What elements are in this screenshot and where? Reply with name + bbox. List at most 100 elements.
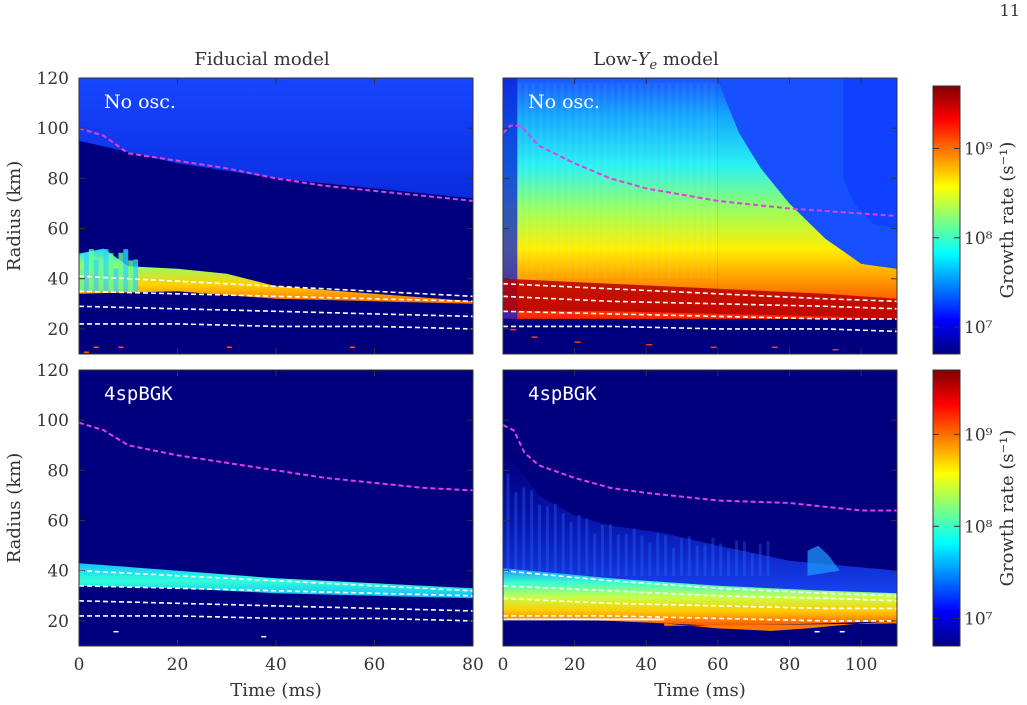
band-spike bbox=[79, 268, 84, 292]
white-contour-1 bbox=[79, 290, 473, 303]
stripe bbox=[585, 518, 589, 576]
white-contour-2 bbox=[79, 600, 473, 612]
magenta-contour bbox=[79, 127, 473, 202]
colorbar-tick-label: 10⁸ bbox=[964, 517, 993, 537]
heatmap-top-left bbox=[79, 78, 473, 354]
stripe bbox=[696, 83, 700, 279]
stripe bbox=[766, 540, 770, 576]
noise-speck bbox=[646, 343, 653, 346]
white-edge bbox=[503, 618, 665, 621]
stripe bbox=[524, 83, 529, 279]
colorbar-tick-label: 10⁹ bbox=[964, 425, 993, 445]
noise-speck bbox=[226, 346, 232, 348]
stripe bbox=[719, 543, 723, 576]
column-title-fiducial: Fiducial model bbox=[194, 49, 329, 70]
xtick-label: 60 bbox=[707, 655, 729, 675]
stripe bbox=[679, 538, 683, 576]
noise-speck bbox=[93, 346, 99, 348]
xtick-label: 20 bbox=[167, 655, 189, 675]
stripe bbox=[727, 550, 731, 576]
colorbar-tick-label: 10⁷ bbox=[964, 318, 993, 338]
stripe bbox=[689, 83, 693, 279]
colorbar-bottom-gradient bbox=[932, 369, 961, 647]
xtick-label: 40 bbox=[265, 655, 287, 675]
stripe bbox=[522, 487, 526, 576]
panel-top-right: No osc. bbox=[502, 77, 898, 355]
stripe bbox=[514, 492, 518, 576]
noise-speck bbox=[814, 630, 820, 633]
white-contour-0 bbox=[503, 569, 897, 597]
colorbar-tick-label: 10⁷ bbox=[964, 609, 993, 629]
stripe bbox=[646, 83, 650, 279]
region-outer-blue bbox=[79, 78, 473, 199]
region-fan-right bbox=[717, 78, 897, 354]
ylabel-bottom: Radius (km) bbox=[4, 453, 25, 564]
stripe bbox=[648, 542, 652, 576]
region-stable-core bbox=[503, 318, 897, 354]
panel-bottom-left: 4spBGK 0 20 40 60 80 20 40 60 80 100 120 bbox=[37, 361, 484, 675]
white-contour-3 bbox=[503, 325, 897, 333]
noise-speck bbox=[113, 630, 119, 633]
stripe bbox=[574, 83, 579, 279]
stripe bbox=[569, 522, 573, 576]
stripe bbox=[517, 83, 521, 279]
white-contour-2 bbox=[79, 305, 473, 318]
colorbar-tick-label: 10⁸ bbox=[964, 229, 993, 249]
xtick-label: 40 bbox=[635, 655, 657, 675]
white-contour-3 bbox=[79, 615, 473, 622]
ytick-label: 100 bbox=[37, 411, 69, 431]
ytick-label: 20 bbox=[47, 612, 69, 632]
noise-speck bbox=[771, 346, 778, 348]
panel-label: No osc. bbox=[528, 91, 600, 113]
stripe bbox=[624, 83, 629, 279]
stripe bbox=[653, 83, 658, 279]
stripe bbox=[711, 537, 715, 576]
stripe bbox=[610, 83, 615, 279]
colorbar-bottom: 10⁷ 10⁸ 10⁹ Growth rate (s⁻¹) bbox=[932, 369, 1018, 647]
band-spike bbox=[93, 260, 99, 292]
stripe bbox=[624, 534, 628, 576]
noise-speck bbox=[574, 341, 581, 343]
stripe bbox=[703, 544, 707, 576]
noise-speck bbox=[261, 635, 267, 638]
magenta-contour bbox=[79, 421, 473, 492]
noise-speck bbox=[83, 351, 89, 353]
noise-speck bbox=[839, 630, 845, 633]
xlabel-bottom-left: Time (ms) bbox=[230, 680, 322, 701]
ytick-label: 60 bbox=[47, 220, 69, 240]
ylabel-top: Radius (km) bbox=[4, 161, 25, 272]
noise-speck bbox=[510, 328, 517, 331]
xtick-label: 100 bbox=[845, 655, 877, 675]
stripe bbox=[530, 490, 534, 576]
panel-label: 4spBGK bbox=[104, 383, 173, 405]
band-spike bbox=[118, 252, 124, 292]
stripe bbox=[695, 545, 699, 576]
xtick-label: 20 bbox=[564, 655, 586, 675]
noise-speck bbox=[710, 346, 717, 348]
stripe bbox=[656, 533, 660, 576]
stripe bbox=[710, 83, 715, 279]
stripe bbox=[538, 83, 543, 279]
stripe bbox=[560, 83, 564, 279]
white-contour-1 bbox=[503, 295, 897, 310]
white-contour-2 bbox=[503, 310, 897, 320]
colorbar-bottom-label: Growth rate (s⁻¹) bbox=[997, 430, 1018, 587]
stripe bbox=[561, 512, 565, 576]
stripe bbox=[553, 83, 557, 279]
stripe bbox=[531, 83, 536, 279]
noise-speck bbox=[349, 346, 355, 348]
magenta-contour bbox=[503, 124, 897, 217]
region-unstable-band bbox=[503, 568, 897, 626]
stripe bbox=[545, 506, 549, 576]
stripe bbox=[674, 83, 679, 279]
panel-label: 4spBGK bbox=[528, 383, 597, 405]
ytick-label: 120 bbox=[37, 69, 69, 89]
stripe bbox=[667, 83, 672, 279]
xtick-label: 60 bbox=[364, 655, 386, 675]
colorbar-top-gradient bbox=[932, 85, 961, 355]
noise-speck bbox=[832, 348, 839, 351]
ytick-label: 40 bbox=[47, 270, 69, 290]
colorbar-top-label: Growth rate (s⁻¹) bbox=[997, 142, 1018, 299]
stripe bbox=[567, 83, 572, 279]
